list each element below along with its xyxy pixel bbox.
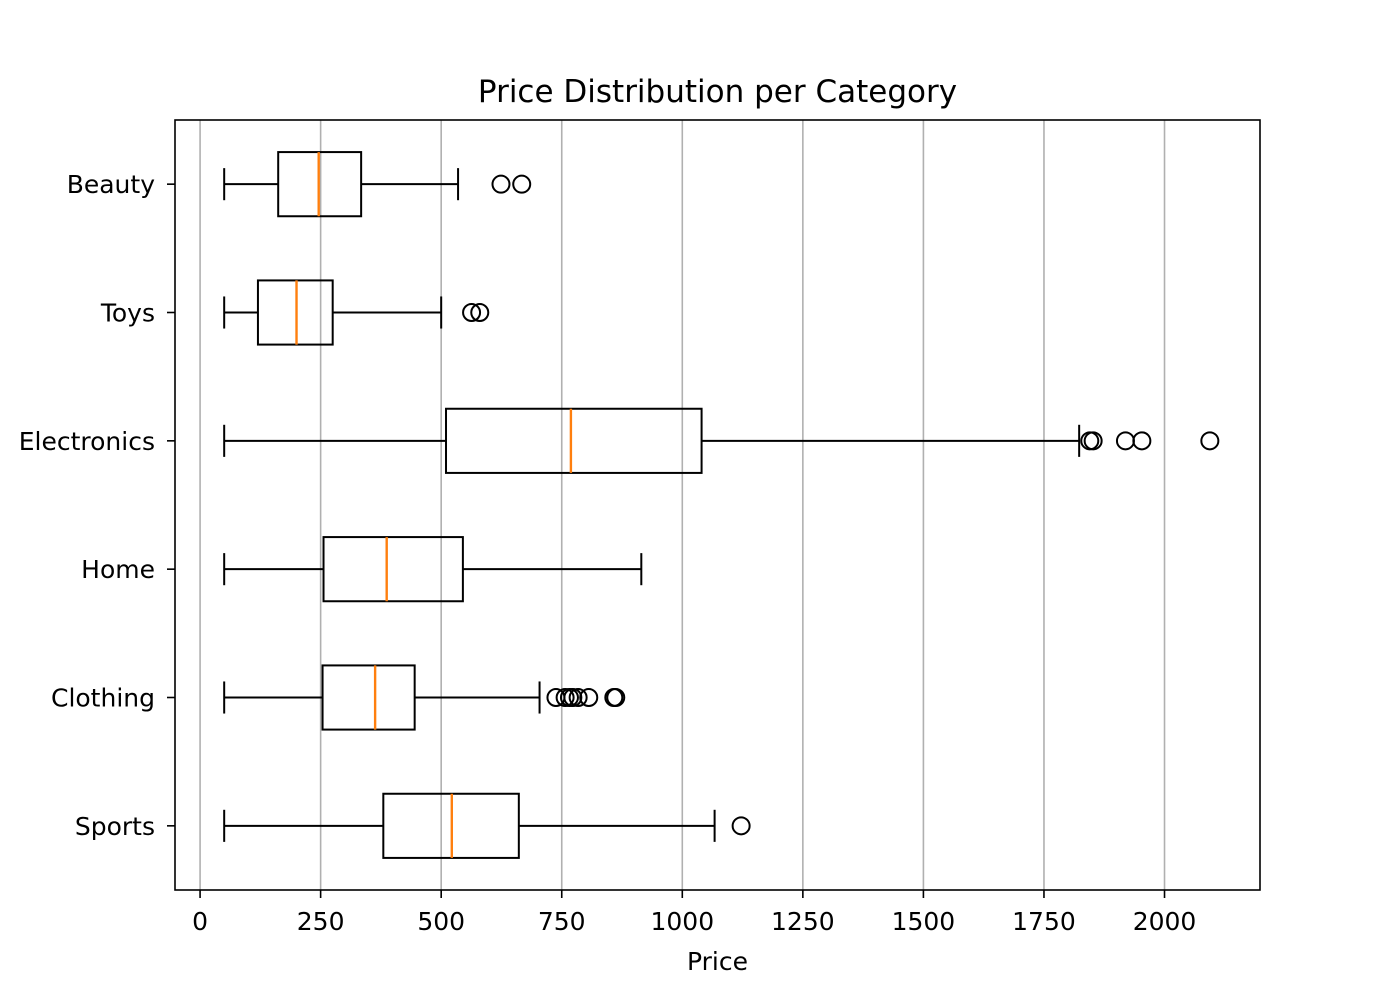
y-tick-label: Home	[81, 555, 155, 584]
y-tick-label: Beauty	[67, 170, 155, 199]
box-group-electronics	[223, 407, 1220, 474]
outlier-point	[512, 174, 532, 194]
iqr-box	[445, 407, 703, 474]
y-tick-label: Clothing	[51, 684, 155, 713]
x-tick-label: 2000	[1133, 907, 1197, 936]
x-tick-label: 750	[538, 907, 586, 936]
x-tick-label: 0	[192, 907, 208, 936]
outlier-point	[555, 688, 575, 707]
box-group-clothing	[223, 664, 626, 731]
grid-lines	[199, 120, 1166, 890]
outlier-point	[470, 303, 490, 322]
plot-area-frame	[174, 119, 1261, 891]
outlier-point	[1083, 431, 1103, 451]
outlier-point	[606, 688, 626, 707]
outlier-point	[491, 174, 511, 194]
outlier-point	[1132, 431, 1152, 451]
iqr-box	[321, 664, 416, 731]
x-tick-label: 500	[417, 907, 465, 936]
x-axis-label: Price	[687, 947, 748, 976]
y-tick-label: Toys	[100, 299, 155, 328]
x-tick-label: 1750	[1012, 907, 1076, 936]
iqr-box	[256, 279, 334, 346]
y-tick-label: Sports	[75, 812, 155, 841]
y-tick-label: Electronics	[19, 427, 155, 456]
iqr-box	[322, 536, 464, 603]
x-tick-label: 1500	[892, 907, 956, 936]
x-tick-label: 1250	[771, 907, 835, 936]
x-tick-label: 250	[297, 907, 345, 936]
box-group-home	[223, 536, 643, 603]
outlier-point	[1200, 431, 1220, 451]
outlier-point	[462, 303, 482, 322]
outlier-point	[563, 688, 583, 707]
outlier-point	[731, 816, 751, 836]
box-plots	[223, 151, 1220, 859]
box-group-sports	[223, 792, 751, 859]
chart-title: Price Distribution per Category	[478, 74, 957, 110]
x-tick-label: 1000	[650, 907, 714, 936]
outlier-point	[568, 688, 588, 707]
box-group-beauty	[223, 151, 532, 218]
box-group-toys	[223, 279, 490, 346]
axes: 0 250 500 750 1000 1250 1500 1750 2000 Sports Clot…	[19, 170, 1197, 936]
outlier-point	[579, 688, 599, 707]
